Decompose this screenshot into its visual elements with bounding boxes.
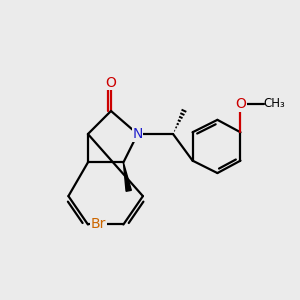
Text: O: O [235, 97, 246, 111]
Text: O: O [106, 76, 116, 90]
Text: Br: Br [91, 218, 106, 232]
Polygon shape [123, 162, 131, 191]
Text: CH₃: CH₃ [263, 98, 285, 110]
Text: N: N [132, 127, 143, 141]
